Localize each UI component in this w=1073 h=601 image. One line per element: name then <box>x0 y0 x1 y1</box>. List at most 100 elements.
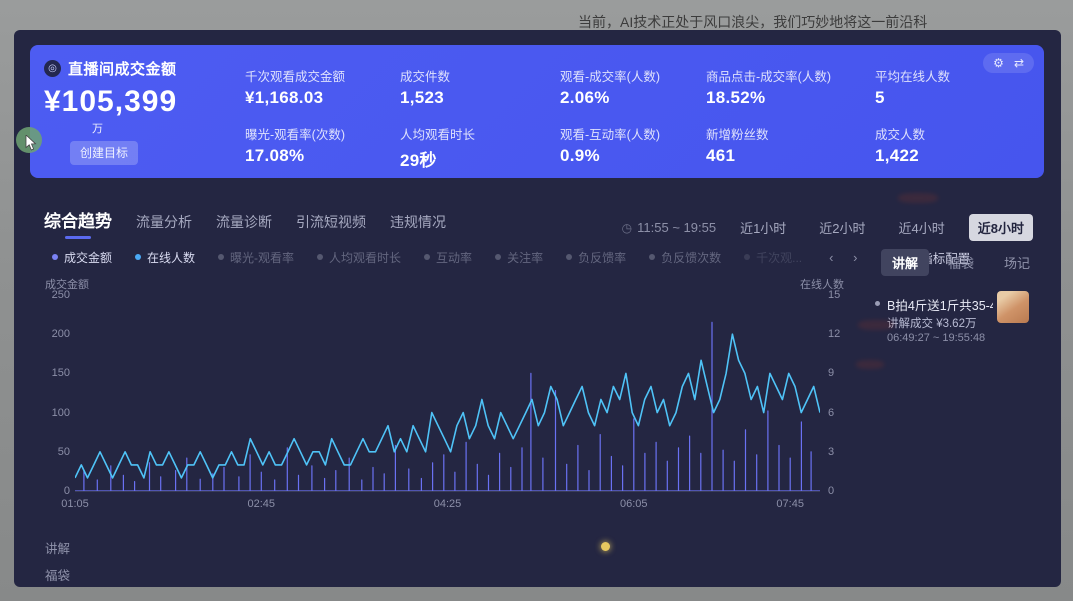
gear-icon[interactable]: ⚙ <box>993 56 1004 70</box>
kpi-metric: 人均观看时长 29秒 <box>400 124 570 171</box>
right-tick: 0 <box>828 485 835 497</box>
kpi-metric-label: 千次观看成交金额 <box>245 70 346 84</box>
time-option-近1小时[interactable]: 近1小时 <box>740 221 787 236</box>
left-tick: 100 <box>51 406 70 419</box>
right-tick: 3 <box>828 445 835 458</box>
screen-caption-text: 当前，AI技术正处于风口浪尖，我们巧妙地将这一前沿科 <box>578 14 928 30</box>
legend-chip-负反馈次数[interactable]: 负反馈次数 <box>649 249 721 266</box>
legend-chip-label: 在线人数 <box>147 250 196 265</box>
kpi-metric: 商品点击-成交率(人数) 18.52% <box>706 66 876 108</box>
kpi-metric-label: 曝光-观看率(次数) <box>245 128 345 142</box>
explain-panel-tab-场记[interactable]: 场记 <box>1004 256 1031 271</box>
series-在线人数 <box>75 333 820 479</box>
x-axis-line <box>75 491 820 492</box>
right-tick: 6 <box>828 406 835 419</box>
legend-chip-互动率[interactable]: 互动率 <box>424 249 472 266</box>
time-option-近4小时[interactable]: 近4小时 <box>898 221 945 236</box>
tab-流量分析[interactable]: 流量分析 <box>136 214 192 230</box>
tab-流量诊断[interactable]: 流量诊断 <box>216 214 272 230</box>
dashboard-card: ◎ 直播间成交金额 ¥105,399 万 创建目标 ⚙ ⇄ 千次观看成交金额 ¥1… <box>14 30 1061 587</box>
time-range-display: ◷ 11:55 ~ 19:55 <box>622 220 716 235</box>
time-option-近2小时[interactable]: 近2小时 <box>819 221 866 236</box>
timeline-row-luckybag-label: 福袋 <box>45 569 71 583</box>
primary-metric-block: ◎ 直播间成交金额 ¥105,399 万 创建目标 <box>44 58 254 165</box>
cursor-arrow-icon <box>25 135 37 151</box>
left-tick: 50 <box>57 445 70 458</box>
legend-dot-icon <box>649 254 656 260</box>
legend-chip-负反馈率[interactable]: 负反馈率 <box>566 249 626 266</box>
x-axis-tick: 07:45 <box>776 498 804 510</box>
tab-综合趋势[interactable]: 综合趋势 <box>44 207 112 240</box>
legend-chip-label: 成交金额 <box>64 250 113 265</box>
explain-panel-tab-福袋[interactable]: 福袋 <box>948 256 975 271</box>
kpi-metric-label: 平均在线人数 <box>875 70 951 84</box>
legend-dot-icon <box>744 254 751 260</box>
timeline-marker-dot[interactable] <box>601 542 610 551</box>
time-option-近8小时[interactable]: 近8小时 <box>968 214 1033 241</box>
legend-chip-label: 千次观... <box>756 250 803 265</box>
redaction-smudge <box>898 193 938 203</box>
kpi-metric: 新增粉丝数 461 <box>706 124 876 166</box>
right-tick: 12 <box>828 328 841 341</box>
legend-pager-arrows[interactable]: ‹ › <box>829 249 866 265</box>
primary-metric-label: 直播间成交金额 <box>68 61 177 78</box>
explain-item-title: B拍4斤送1斤共35-4... <box>887 299 993 313</box>
explain-panel-tab-讲解[interactable]: 讲解 <box>881 249 930 276</box>
kpi-metric: 成交人数 1,422 <box>875 124 1045 166</box>
kpi-metric: 千次观看成交金额 ¥1,168.03 <box>245 66 415 108</box>
x-axis-tick: 02:45 <box>247 498 276 510</box>
legend-dot-icon <box>135 254 142 260</box>
series-成交金额 <box>75 321 820 491</box>
clock-icon: ◷ <box>621 220 633 235</box>
kpi-banner: ◎ 直播间成交金额 ¥105,399 万 创建目标 ⚙ ⇄ 千次观看成交金额 ¥1… <box>30 45 1044 178</box>
legend-chip-关注率[interactable]: 关注率 <box>495 249 543 266</box>
product-thumbnail[interactable] <box>997 291 1029 323</box>
legend-dot-icon <box>218 254 225 260</box>
bullet-dot-icon <box>875 301 880 306</box>
kpi-metric-label: 商品点击-成交率(人数) <box>706 70 831 84</box>
swap-icon[interactable]: ⇄ <box>1013 56 1024 70</box>
legend-dot-icon <box>566 254 573 260</box>
create-goal-button[interactable]: 创建目标 <box>70 141 139 165</box>
kpi-metrics-grid: 千次观看成交金额 ¥1,168.03 成交件数 1,523 观看-成交率(人数) 2.06… <box>30 45 1044 178</box>
time-filter: ◷ 11:55 ~ 19:55 近1小时 近2小时 近4小时 近8小时 <box>622 214 1033 241</box>
explain-item-time: 06:49:27 ~ 19:55:48 <box>887 332 986 344</box>
trend-chart-svg[interactable] <box>75 295 820 491</box>
kpi-metric-label: 观看-互动率(人数) <box>560 128 660 142</box>
kpi-metric-value: 461 <box>706 146 736 165</box>
right-tick: 9 <box>828 367 835 380</box>
legend-chip-成交金额[interactable]: 成交金额 <box>52 249 112 266</box>
tab-违规情况[interactable]: 违规情况 <box>390 214 446 230</box>
x-axis-tick: 04:25 <box>433 498 462 510</box>
time-range-text: 11:55 ~ 19:55 <box>637 220 717 235</box>
kpi-metric-value: 1,523 <box>400 88 445 107</box>
section-tabs: 综合趋势 流量分析 流量诊断 引流短视频 违规情况 <box>44 210 446 240</box>
legend-chip-label: 负反馈率 <box>578 250 627 265</box>
kpi-metric-value: 17.08% <box>245 146 305 165</box>
left-tick: 0 <box>63 485 70 497</box>
kpi-metric: 观看-互动率(人数) 0.9% <box>560 124 730 166</box>
legend-dot-icon <box>317 254 324 260</box>
legend-chip-千次观...[interactable]: 千次观... <box>744 249 802 266</box>
left-axis-title: 成交金额 <box>45 279 89 291</box>
kpi-metric: 成交件数 1,523 <box>400 66 570 108</box>
kpi-metric-value: 0.9% <box>560 146 600 165</box>
left-tick: 250 <box>51 289 70 301</box>
kpi-metric-label: 成交人数 <box>875 128 926 142</box>
kpi-metric-label: 人均观看时长 <box>400 128 476 142</box>
metric-config-label: 指标配置 <box>920 251 971 266</box>
legend-dot-icon <box>52 254 58 260</box>
right-tick: 15 <box>828 289 841 301</box>
explain-panel-tabs: 讲解 福袋 场记 <box>881 249 1041 276</box>
legend-chip-在线人数[interactable]: 在线人数 <box>135 249 195 266</box>
target-icon: ◎ <box>44 60 61 77</box>
legend-dot-icon <box>424 254 431 260</box>
kpi-metric: 平均在线人数 5 <box>875 66 1045 108</box>
kpi-metric-value: 1,422 <box>875 146 920 165</box>
legend-chip-人均观看时长[interactable]: 人均观看时长 <box>317 249 401 266</box>
kpi-metric-value: 2.06% <box>560 88 610 107</box>
kpi-metric-label: 成交件数 <box>400 70 451 84</box>
tab-引流短视频[interactable]: 引流短视频 <box>296 214 366 230</box>
right-axis-title: 在线人数 <box>800 279 844 291</box>
legend-chip-曝光-观看率[interactable]: 曝光-观看率 <box>218 249 294 266</box>
